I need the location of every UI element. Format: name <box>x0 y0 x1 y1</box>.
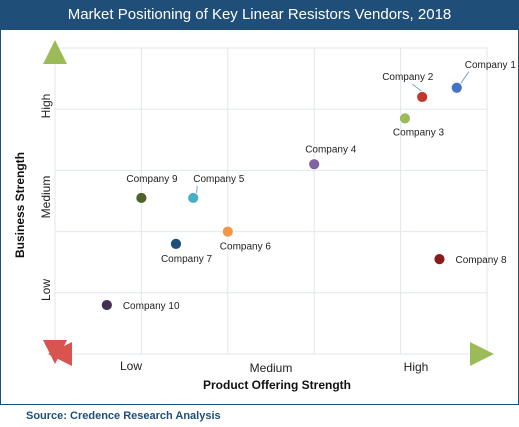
data-point-company-4 <box>308 158 321 171</box>
data-label-company-8: Company 8 <box>455 255 507 266</box>
y-tick-label-high: High <box>39 94 53 119</box>
data-point-company-3 <box>399 112 411 125</box>
data-point-company-6 <box>221 225 234 238</box>
data-label-company-6: Company 6 <box>220 242 272 253</box>
y-tick-label-low: Low <box>39 279 53 301</box>
data-points: Company 1 Company 2 Company 3 Company 4 Comp… <box>100 60 517 312</box>
x-axis-label: Product Offering Strength <box>203 378 351 392</box>
data-point-company-2 <box>416 91 429 103</box>
data-point-company-1 <box>450 81 463 94</box>
data-label-company-5: Company 5 <box>193 174 245 185</box>
data-label-company-2: Company 2 <box>382 72 434 83</box>
data-label-company-7: Company 7 <box>161 254 213 265</box>
x-tick-label-high: High <box>404 360 429 374</box>
data-point-company-10 <box>100 299 113 311</box>
data-label-company-10: Company 10 <box>123 301 180 312</box>
data-label-company-3: Company 3 <box>393 127 445 138</box>
data-point-company-8 <box>433 253 446 266</box>
data-point-company-7 <box>170 237 182 250</box>
x-tick-label-medium: Medium <box>250 361 293 375</box>
source-note: Source: Credence Research Analysis <box>0 404 519 426</box>
data-label-company-4: Company 4 <box>305 144 357 155</box>
y-tick-label-medium: Medium <box>39 176 53 219</box>
x-tick-label-low: Low <box>120 359 142 373</box>
scatter-chart: Low Medium High Low Medium High Product … <box>13 40 517 392</box>
y-axis-label: Business Strength <box>13 152 27 258</box>
data-point-company-5 <box>187 192 200 204</box>
data-label-company-9: Company 9 <box>126 174 178 185</box>
leader-line-1 <box>459 71 470 86</box>
chart-title: Market Positioning of Key Linear Resisto… <box>0 0 519 30</box>
data-point-company-9 <box>135 192 148 204</box>
data-label-company-1: Company 1 <box>465 60 517 71</box>
